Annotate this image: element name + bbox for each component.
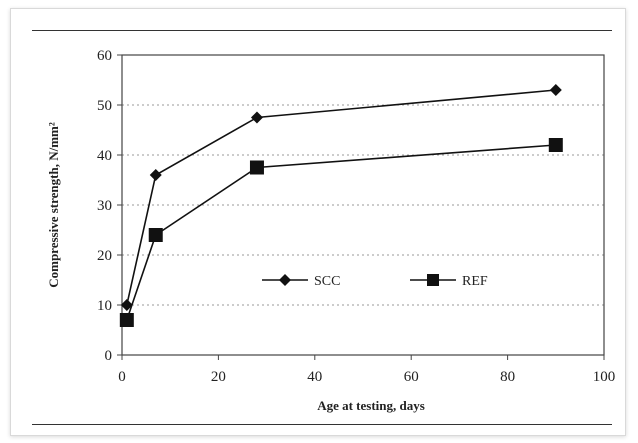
point	[149, 169, 162, 181]
legend: SCC REF	[262, 274, 488, 289]
point	[249, 160, 264, 175]
x-tick-label: 0	[118, 369, 126, 385]
y-tick-label: 20	[97, 248, 112, 264]
x-tick-label: 100	[593, 369, 616, 385]
axes	[117, 54, 605, 360]
x-tick-label: 80	[500, 369, 515, 385]
point	[120, 299, 133, 311]
legend-label: REF	[462, 274, 488, 289]
legend-item-scc: SCC	[262, 274, 340, 289]
y-tick-label: 60	[97, 48, 112, 64]
point	[119, 313, 134, 327]
y-tick-label: 0	[105, 348, 113, 364]
series-line-ref	[126, 144, 556, 321]
x-tick-label: 60	[404, 369, 419, 385]
point	[427, 274, 439, 286]
y-tick-label: 10	[97, 298, 112, 314]
point	[549, 84, 562, 96]
series-layer	[119, 84, 563, 327]
y-tick-label: 40	[97, 148, 112, 164]
y-tick-label: 50	[97, 98, 112, 114]
legend-label: SCC	[314, 274, 340, 289]
point	[548, 138, 563, 152]
legend-item-ref: REF	[410, 274, 488, 289]
series-line-scc	[126, 89, 556, 306]
gridlines	[122, 104, 604, 306]
point	[250, 111, 263, 124]
point	[148, 228, 163, 242]
point	[279, 274, 291, 286]
top-rule	[32, 30, 612, 31]
x-tick-label: 40	[307, 369, 322, 385]
x-tick-label: 20	[211, 369, 226, 385]
x-axis-label: Age at testing, days	[317, 398, 425, 413]
y-axis-label: Compressive strength, N/mm²	[46, 122, 61, 288]
series-ref	[119, 138, 563, 327]
series-scc	[120, 84, 562, 311]
tick-labels: 0 10 20 30 40 50 60 0 20 40 60 80 100	[97, 48, 615, 385]
bottom-rule	[32, 424, 612, 425]
figure-frame	[10, 8, 626, 436]
y-tick-label: 30	[97, 198, 112, 214]
